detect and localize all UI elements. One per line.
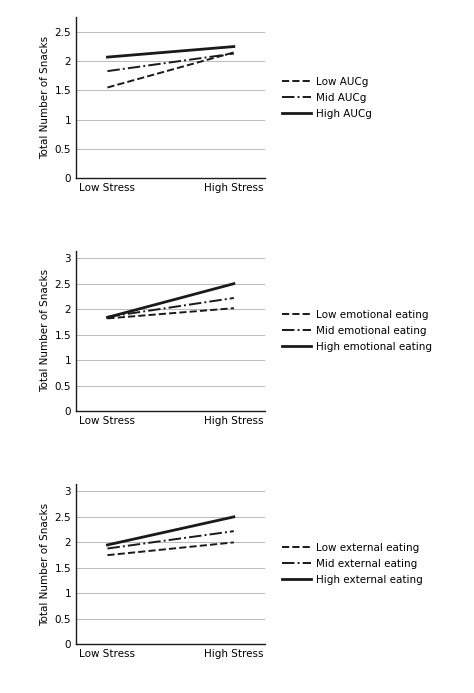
High external eating (231, 513, 237, 521)
Y-axis label: Total Number of Snacks: Total Number of Snacks (40, 36, 50, 159)
High AUCg (105, 53, 110, 61)
Line: Mid emotional eating: Mid emotional eating (108, 298, 234, 317)
Low emotional eating (231, 304, 237, 313)
Low AUCg (105, 83, 110, 91)
Line: Low emotional eating: Low emotional eating (108, 308, 234, 318)
Line: Low AUCg: Low AUCg (108, 53, 234, 87)
Mid AUCg (231, 49, 237, 58)
Line: High emotional eating: High emotional eating (108, 283, 234, 317)
Y-axis label: Total Number of Snacks: Total Number of Snacks (40, 502, 50, 626)
Low emotional eating (105, 314, 110, 322)
Mid external eating (231, 527, 237, 535)
Mid AUCg (105, 67, 110, 76)
Low AUCg (231, 49, 237, 57)
Y-axis label: Total Number of Snacks: Total Number of Snacks (40, 270, 50, 392)
Line: High external eating: High external eating (108, 517, 234, 545)
Mid emotional eating (231, 294, 237, 302)
Line: High AUCg: High AUCg (108, 46, 234, 57)
High AUCg (231, 42, 237, 51)
Legend: Low AUCg, Mid AUCg, High AUCg: Low AUCg, Mid AUCg, High AUCg (282, 77, 372, 119)
High emotional eating (231, 279, 237, 288)
High emotional eating (105, 313, 110, 322)
Low external eating (231, 538, 237, 547)
Line: Low external eating: Low external eating (108, 543, 234, 555)
Mid emotional eating (105, 313, 110, 321)
Low external eating (105, 551, 110, 559)
Line: Mid external eating: Mid external eating (108, 531, 234, 549)
Mid external eating (105, 545, 110, 553)
Line: Mid AUCg: Mid AUCg (108, 53, 234, 71)
Legend: Low emotional eating, Mid emotional eating, High emotional eating: Low emotional eating, Mid emotional eati… (282, 310, 432, 352)
High external eating (105, 541, 110, 549)
Legend: Low external eating, Mid external eating, High external eating: Low external eating, Mid external eating… (282, 543, 423, 585)
